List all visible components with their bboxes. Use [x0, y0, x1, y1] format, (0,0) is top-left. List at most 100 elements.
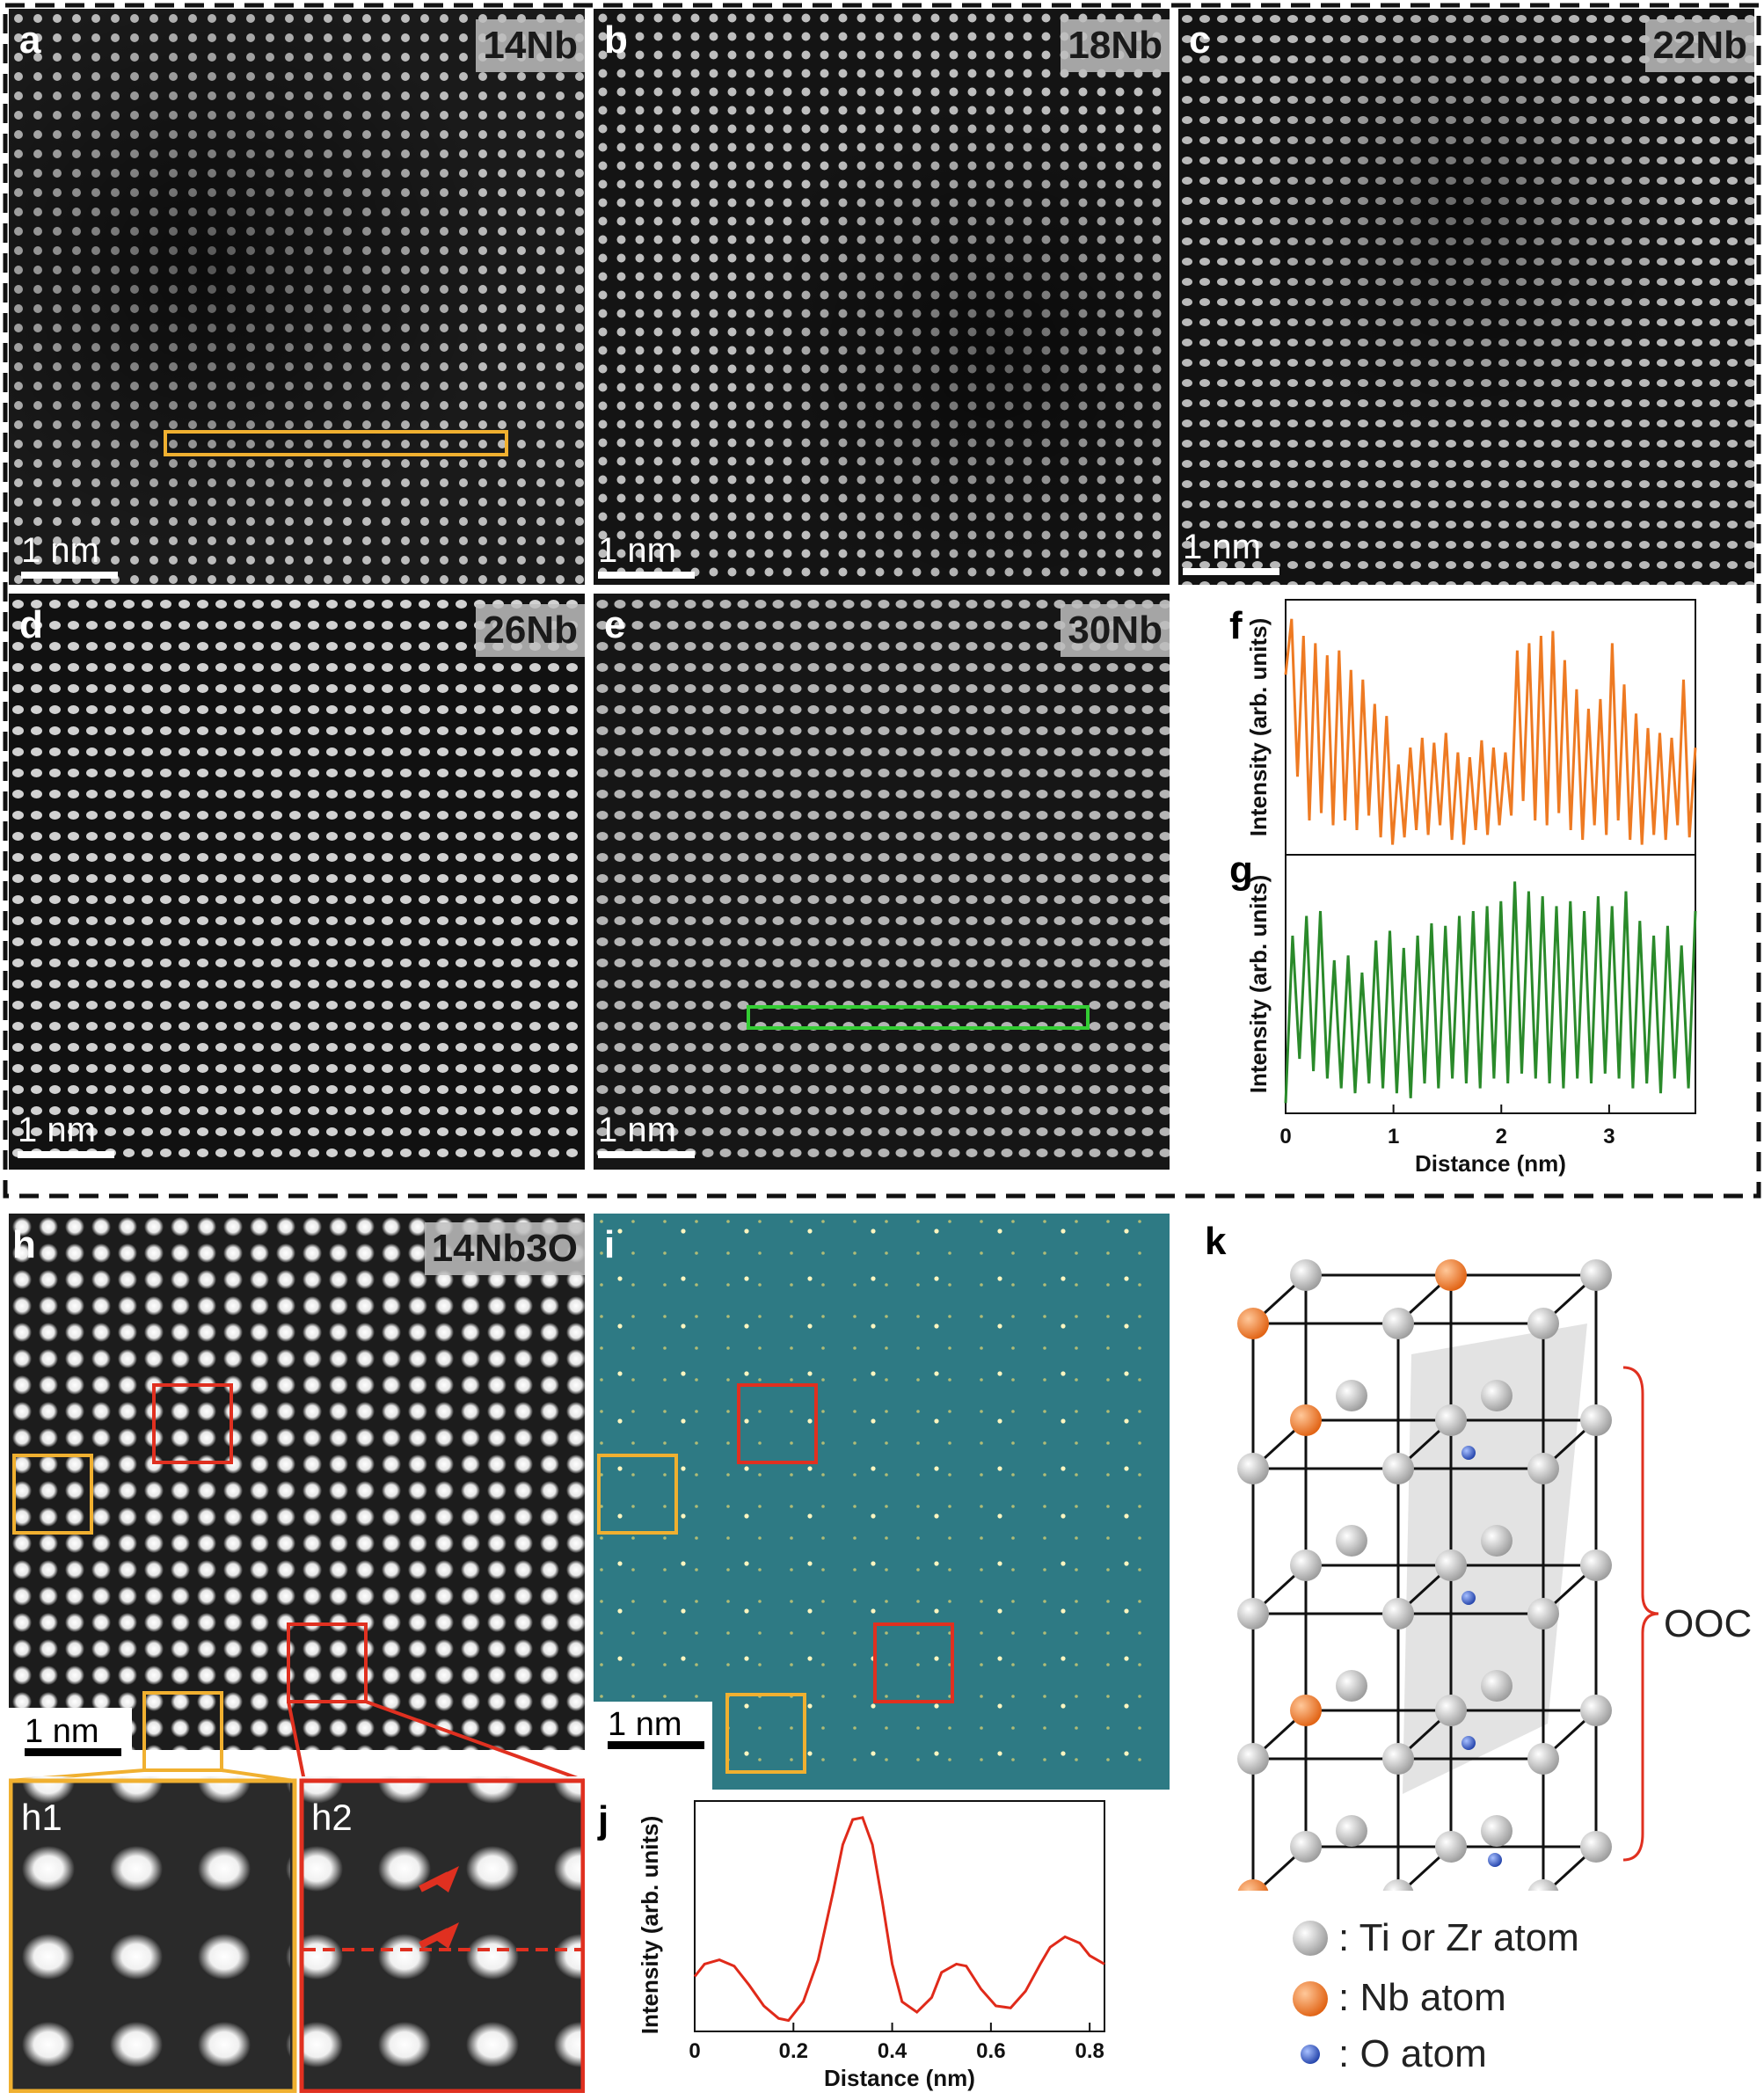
x-tick-label-g: 2	[1496, 1125, 1507, 1148]
ti-zr-atom	[1580, 1831, 1612, 1863]
panel-i-fft-image: i 1 nm	[594, 1214, 1170, 1790]
lattice-a	[9, 9, 585, 585]
body-center-atom	[1481, 1525, 1513, 1557]
y-axis-label-f: Intensity (arb. units)	[1245, 618, 1272, 836]
ooc-label: OOC	[1664, 1602, 1753, 1645]
scale-bar	[598, 1151, 695, 1158]
lattice-c	[1178, 9, 1754, 585]
legend-markers	[1293, 1921, 1328, 2064]
scale-bar	[608, 1741, 704, 1749]
composition-tag: 22Nb	[1645, 19, 1754, 72]
red-region-box-1	[737, 1383, 818, 1464]
ti-zr-atom	[1527, 1743, 1559, 1775]
fft-spots	[594, 1214, 1170, 1790]
body-center-atom	[1481, 1815, 1513, 1847]
x-tick-label-j: 0.4	[878, 2039, 908, 2063]
y-axis-label-g: Intensity (arb. units)	[1245, 875, 1272, 1093]
atom-legend: : Ti or Zr atom : Nb atom : O atom	[1284, 1910, 1759, 2095]
composition-tag: 30Nb	[1061, 604, 1170, 657]
ti-zr-atom	[1580, 1404, 1612, 1436]
orange-profile-box	[164, 430, 508, 456]
ti-zr-atom	[1382, 1308, 1414, 1339]
composition-tag: 14Nb	[476, 19, 585, 72]
ti-zr-atom	[1382, 1598, 1414, 1630]
ti-zr-atom	[1580, 1259, 1612, 1291]
ti-zr-atom	[1527, 1598, 1559, 1630]
ti-zr-atom	[1237, 1453, 1269, 1484]
o-atom	[1461, 1736, 1476, 1750]
panel-letter-g: g	[1229, 849, 1253, 892]
ti-zr-atom	[1527, 1308, 1559, 1339]
series-line-j	[693, 1816, 1105, 2023]
panel-a-haadf-image: a 14Nb 1 nm	[9, 9, 585, 585]
inset-h2	[299, 1776, 585, 2093]
plot-frame-g	[1285, 854, 1696, 1114]
panel-d-haadf-image: d 26Nb 1 nm	[9, 594, 585, 1170]
panel-letter: i	[604, 1223, 616, 1266]
nb-atom	[1290, 1695, 1322, 1726]
ti-zr-atom	[1237, 1598, 1269, 1630]
plot-frame-j	[694, 1800, 1105, 2032]
scale-bar-label: 1 nm	[598, 1111, 676, 1149]
ti-zr-atom	[1580, 1695, 1612, 1726]
legend-ti-zr: : Ti or Zr atom	[1338, 1916, 1579, 1959]
o-atom	[1488, 1853, 1502, 1867]
x-tick-label-g: 0	[1279, 1125, 1291, 1148]
ti-zr-atom	[1382, 1453, 1414, 1484]
composition-tag: 26Nb	[476, 604, 585, 657]
composition-tag: 14Nb3O	[424, 1222, 585, 1275]
panel-e-haadf-image: e 30Nb 1 nm	[594, 594, 1170, 1170]
lattice-b	[594, 9, 1170, 585]
series-line-f	[1284, 618, 1697, 845]
scale-bar	[25, 1748, 121, 1756]
nb-atom	[1237, 1879, 1269, 1891]
orange-region-box-1	[12, 1454, 93, 1535]
x-tick-label-g: 3	[1603, 1125, 1615, 1148]
scale-bar-label: 1 nm	[1183, 528, 1261, 566]
ti-zr-atom	[1435, 1831, 1467, 1863]
scale-bar-label: 1 nm	[18, 1111, 96, 1149]
inset-h1	[9, 1776, 297, 2093]
panel-letter-f: f	[1229, 604, 1243, 647]
ti-zr-atom	[1527, 1879, 1559, 1891]
scale-bar-label: 1 nm	[608, 1706, 682, 1743]
x-tick-label-j: 0.6	[976, 2039, 1005, 2063]
o-atom-marker	[1301, 2045, 1320, 2064]
red-region-box-1	[152, 1383, 233, 1464]
x-tick-label-j: 0.2	[779, 2039, 808, 2063]
scale-bar	[21, 572, 118, 579]
body-center-atom	[1481, 1380, 1513, 1411]
ti-zr-atom	[1580, 1549, 1612, 1581]
panel-c-haadf-image: c 22Nb 1 nm	[1178, 9, 1754, 585]
ti-zr-atom-marker	[1293, 1921, 1328, 1956]
lattice-h	[9, 1214, 585, 2093]
body-center-atom	[1336, 1525, 1367, 1557]
scale-bar-label: 1 nm	[21, 531, 99, 570]
crystal-structure-diagram	[1237, 1259, 1659, 1891]
plot-frame-f	[1285, 599, 1696, 856]
ti-zr-atom	[1290, 1259, 1322, 1291]
lattice-e	[594, 594, 1170, 1170]
panel-letter: c	[1189, 18, 1211, 62]
body-center-atom	[1336, 1815, 1367, 1847]
scale-bar	[18, 1151, 114, 1158]
nb-atom	[1290, 1404, 1322, 1436]
panel-letter: h	[12, 1223, 36, 1266]
lattice-d	[9, 594, 585, 1170]
plot-j: 0 0.2 0.4 0.6 0.8 Distance (nm) Intensity (arb…	[637, 1800, 1105, 2091]
ti-zr-atom	[1382, 1743, 1414, 1775]
body-center-atom	[1336, 1670, 1367, 1702]
ti-zr-atom	[1237, 1743, 1269, 1775]
series-line-g	[1284, 881, 1697, 1104]
scale-bar-label: 1 nm	[598, 531, 676, 570]
panel-letter: b	[604, 18, 628, 62]
orange-region-box-2	[142, 1691, 223, 1772]
x-tick-label-j: 0	[689, 2039, 700, 2063]
scale-bar	[598, 572, 695, 579]
orange-region-box-1	[597, 1454, 678, 1535]
green-profile-box	[747, 1005, 1090, 1030]
panel-h-filtered-image: h 14Nb3O 1 nm h1 h2	[9, 1214, 585, 2093]
panel-b-haadf-image: b 18Nb 1 nm	[594, 9, 1170, 585]
body-center-atom	[1336, 1380, 1367, 1411]
panel-letter-j: j	[598, 1798, 609, 1841]
